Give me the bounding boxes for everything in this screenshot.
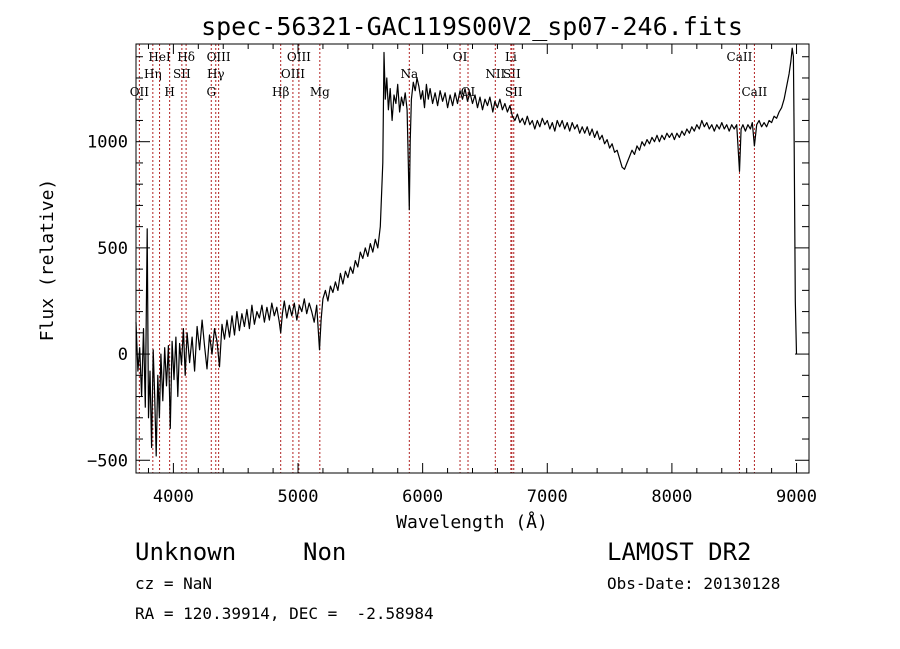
- line-label: Hη: [144, 67, 162, 81]
- spectral-line-markers: OIIHηHeIHSIIHδGHγOIIIHβOIIIOIIIMgNaOIOIN…: [130, 44, 768, 473]
- chart-title: spec-56321-GAC119S00V2_sp07-246.fits: [201, 12, 743, 41]
- line-label: OII: [130, 85, 150, 99]
- line-label: H: [164, 85, 174, 99]
- spectrum-line: [135, 47, 798, 457]
- line-label: Na: [400, 67, 418, 81]
- line-label: OIII: [207, 50, 231, 64]
- line-label: G: [206, 85, 216, 99]
- line-label: HeI: [148, 50, 171, 64]
- line-label: CaII: [741, 85, 767, 99]
- y-tick-label: 500: [97, 239, 128, 259]
- x-tick-label: 7000: [527, 487, 568, 507]
- y-axis-label: Flux (relative): [37, 179, 58, 342]
- line-label: SII: [505, 85, 523, 99]
- line-label: Hδ: [177, 50, 195, 64]
- line-label: NII: [485, 67, 505, 81]
- x-tick-label: 6000: [402, 487, 443, 507]
- y-tick-label: 0: [118, 345, 128, 365]
- plot-frame: [135, 43, 810, 474]
- line-label: Li: [505, 50, 517, 64]
- object-class: Unknown: [135, 538, 237, 566]
- y-tick-label: −500: [87, 451, 128, 471]
- object-subclass: Non: [303, 538, 347, 566]
- axes: 4000 5000 6000 7000 8000 9000 −500 0 500 1000: [87, 44, 817, 507]
- spectrum-series: [135, 47, 798, 457]
- line-label: Hβ: [272, 85, 289, 99]
- x-tick-label: 8000: [651, 487, 692, 507]
- x-axis-label: Wavelength (Å): [396, 511, 548, 533]
- redshift-cz: cz = NaN: [135, 574, 213, 593]
- line-label: OIII: [281, 67, 305, 81]
- obs-date: Obs-Date: 20130128: [607, 574, 781, 593]
- line-label: OIII: [287, 50, 311, 64]
- y-tick-label: 1000: [87, 133, 128, 153]
- line-label: CaII: [727, 50, 753, 64]
- line-label: OI: [453, 50, 468, 64]
- x-tick-label: 9000: [776, 487, 817, 507]
- ra-dec: RA = 120.39914, DEC = -2.58984: [135, 604, 434, 623]
- survey-name: LAMOST DR2: [607, 538, 752, 566]
- line-label: Hγ: [207, 67, 225, 81]
- x-tick-label: 4000: [153, 487, 194, 507]
- line-label: SII: [503, 67, 521, 81]
- line-label: Mg: [310, 85, 330, 99]
- x-tick-label: 5000: [278, 487, 319, 507]
- line-label: SII: [173, 67, 191, 81]
